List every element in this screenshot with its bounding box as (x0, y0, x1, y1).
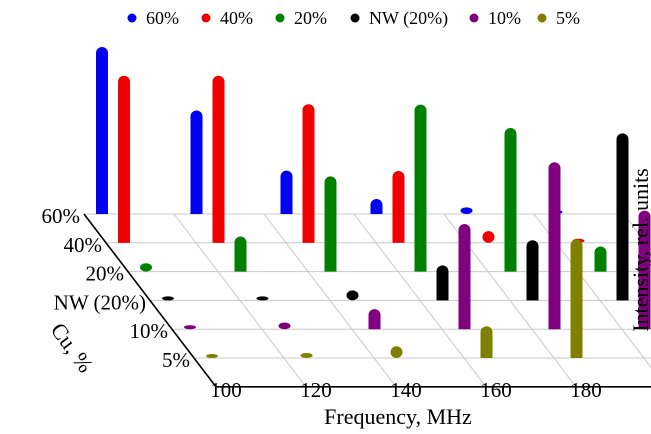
bar-base (324, 265, 337, 272)
bar-base (370, 208, 383, 214)
y-axis-title: Cu, % (46, 318, 99, 377)
x-axis-title: Frequency, MHz (324, 404, 472, 429)
legend-marker (127, 13, 137, 23)
bar (594, 246, 607, 272)
bar-base (368, 323, 381, 330)
y-tick-label: 60% (42, 204, 81, 228)
bar-base (118, 236, 130, 243)
x-axis-ticks: 100120140160180200220 (210, 378, 602, 402)
x-tick-label: 100 (210, 378, 242, 402)
bar-base (548, 323, 561, 330)
legend-label: NW (20%) (369, 8, 448, 29)
y-tick-label: NW (20%) (54, 290, 146, 314)
bar-base (616, 294, 629, 301)
bars (96, 47, 651, 358)
bar-base (436, 294, 449, 301)
bar (482, 231, 495, 243)
legend: 60% 40% 20% NW (20%) 10% 5% (127, 8, 580, 29)
bar-base (638, 323, 651, 330)
x-tick-label: 140 (390, 378, 422, 402)
legend-marker (201, 13, 211, 23)
bar (638, 210, 651, 330)
legend-marker (469, 13, 479, 23)
bar-base (302, 236, 315, 243)
bar (460, 207, 473, 214)
bar (190, 110, 203, 214)
bar-base (570, 352, 583, 358)
grid-col-line (173, 213, 307, 388)
legend-marker (275, 13, 285, 23)
bar-base (594, 265, 607, 272)
legend-label: 20% (294, 8, 327, 28)
bar (570, 239, 583, 358)
bar (346, 290, 359, 301)
bar-base (504, 265, 517, 272)
y-tick-label: 20% (86, 262, 125, 286)
legend-label: 10% (488, 8, 521, 28)
bar-base (96, 208, 108, 214)
bar-base (234, 265, 247, 272)
bar (118, 75, 130, 243)
legend-marker (350, 13, 360, 23)
x-tick-label: 120 (300, 378, 332, 402)
bar (234, 236, 247, 272)
bar (504, 127, 517, 272)
legend-label: 60% (146, 8, 179, 28)
bar (480, 326, 493, 358)
bar-base (280, 208, 293, 214)
legend-label: 40% (220, 8, 253, 28)
bar (458, 223, 471, 330)
y-axis-ticks: 60% 40% 20% NW (20%) 10% 5% (42, 204, 191, 372)
x-tick-label: 160 (480, 378, 512, 402)
bar (324, 176, 337, 272)
bar (414, 104, 427, 272)
depth-axis-line (83, 213, 217, 388)
bar (206, 354, 218, 358)
bar (280, 170, 293, 214)
bar (162, 296, 174, 301)
bar-base (480, 352, 493, 358)
y-tick-label: 40% (64, 233, 103, 257)
bar (184, 325, 196, 330)
bar (256, 296, 269, 301)
bar (436, 265, 449, 301)
bar-base (414, 265, 427, 272)
bar (140, 263, 152, 272)
bar (302, 104, 315, 243)
y-tick-label: 10% (130, 319, 169, 343)
z-axis-title: Intensity, rel. units (628, 168, 651, 332)
bar (278, 322, 291, 330)
bar-base (392, 236, 405, 243)
legend-label: 5% (556, 8, 580, 28)
bar (300, 352, 313, 358)
bar (548, 162, 561, 330)
bar-base (212, 236, 225, 243)
bar (212, 75, 225, 243)
bar-base (458, 323, 471, 330)
bar (390, 346, 403, 358)
legend-marker (537, 13, 547, 23)
bar-base (190, 208, 203, 214)
x-tick-label: 180 (570, 378, 602, 402)
grid-col-line (353, 213, 487, 388)
bar (96, 47, 108, 214)
bar (616, 133, 629, 301)
bar-base (526, 294, 539, 301)
y-tick-label: 5% (162, 348, 190, 372)
grid-col-line (263, 213, 397, 388)
bar (392, 170, 405, 243)
bar (526, 240, 539, 301)
